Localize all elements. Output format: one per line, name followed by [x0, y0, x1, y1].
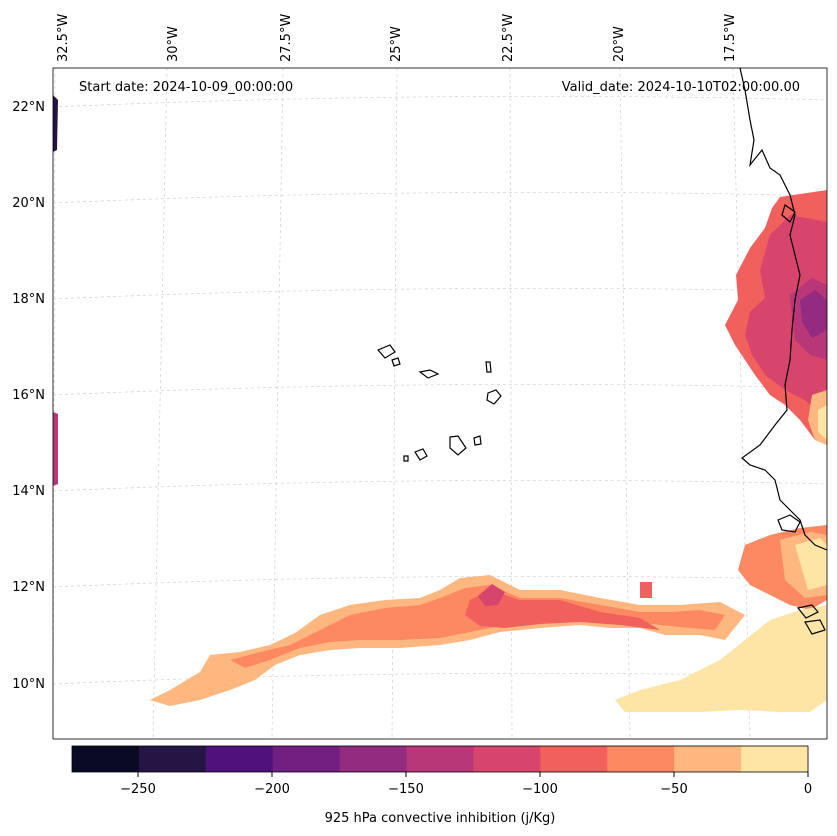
latitude-labels: 22°N 20°N 18°N 16°N 14°N 12°N 10°N: [12, 100, 45, 692]
island-sao-nicolau: [418, 369, 440, 379]
island-boa-vista: [486, 389, 502, 405]
lat-label: 16°N: [12, 388, 45, 403]
lon-label: 25°W: [389, 26, 404, 62]
parallel-10n: [52, 672, 828, 685]
coastline-gambia: [777, 514, 801, 533]
contour-south-band-speck: [640, 582, 652, 598]
lon-label: 20°W: [612, 26, 627, 62]
colorbar-segment: [741, 746, 809, 772]
contour-east-core: [800, 290, 827, 338]
lon-label: 30°W: [166, 26, 181, 62]
island-santiago: [449, 435, 467, 456]
lat-label: 18°N: [12, 292, 45, 307]
parallel-18n: [52, 287, 828, 300]
start-date-annotation: Start date: 2024-10-09_00:00:00: [79, 80, 293, 95]
island-maio: [473, 435, 482, 446]
cbar-tick-label: −100: [522, 782, 558, 797]
map-frame: [52, 67, 828, 740]
colorbar-segment: [339, 746, 408, 772]
coastlines: [376, 67, 828, 635]
cin-contours: [53, 95, 827, 712]
lon-label: 17.5°W: [723, 14, 738, 62]
contour-se-coast-core: [795, 538, 827, 590]
cbar-tick-label: −200: [254, 782, 290, 797]
parallel-14n: [52, 479, 828, 492]
parallel-12n: [52, 575, 828, 588]
contour-south-band-inner: [465, 590, 660, 630]
lon-label: 27.5°W: [279, 14, 294, 62]
contour-west-edge: [53, 412, 58, 486]
colorbar-title: 925 hPa convective inhibition (j/Kg): [325, 811, 556, 826]
island-brava: [403, 455, 409, 462]
island-sao-vicente: [391, 357, 401, 367]
contour-south-east-light: [615, 605, 827, 712]
parallel-22n: [52, 95, 828, 108]
cbar-tick-label: −50: [660, 782, 687, 797]
island-bijagos-1: [796, 604, 819, 619]
colorbar-segment: [272, 746, 341, 772]
coastline-bank: [781, 204, 796, 223]
parallel-16n: [52, 383, 828, 396]
lat-label: 10°N: [12, 677, 45, 692]
colorbar-segment: [72, 746, 140, 772]
longitude-labels: 32.5°W 30°W 27.5°W 25°W 22.5°W 20°W 17.5…: [56, 14, 738, 62]
lat-label: 14°N: [12, 484, 45, 499]
lon-label: 32.5°W: [56, 14, 71, 62]
meridian-27-5w: [271, 67, 284, 740]
island-sal: [485, 361, 492, 373]
meridian-17-5w: [732, 67, 751, 740]
meridian-30w: [152, 67, 168, 740]
island-santo-antao: [376, 344, 396, 359]
island-fogo: [414, 448, 428, 461]
parallel-20n: [52, 191, 828, 204]
cbar-tick-label: −150: [388, 782, 424, 797]
colorbar-segment: [540, 746, 608, 772]
coastline-mainland: [739, 67, 828, 551]
colorbar: [71, 745, 809, 773]
colorbar-ticks: −250 −200 −150 −100 −50 0: [120, 772, 812, 797]
lat-label: 12°N: [12, 580, 45, 595]
contour-south-band-mid: [230, 585, 725, 668]
valid-date-annotation: Valid_date: 2024-10-10T02:00:00.00: [562, 80, 800, 95]
lat-label: 22°N: [12, 100, 45, 115]
colorbar-segment: [473, 746, 541, 772]
lon-label: 22.5°W: [501, 14, 516, 62]
cbar-tick-label: 0: [804, 782, 812, 797]
contour-south-band-core: [478, 584, 505, 606]
colorbar-segment: [674, 746, 742, 772]
contour-east-mid: [745, 215, 827, 420]
contour-nw-patch: [53, 95, 58, 152]
island-bijagos-2: [804, 619, 826, 635]
colorbar-border: [71, 745, 809, 773]
cbar-tick-label: −250: [120, 782, 156, 797]
colorbar-segment: [406, 746, 474, 772]
colorbar-segment: [138, 746, 207, 772]
contour-east-south2: [818, 405, 827, 440]
colorbar-segment: [205, 746, 274, 772]
colorbar-segment: [607, 746, 675, 772]
lat-label: 20°N: [12, 196, 45, 211]
